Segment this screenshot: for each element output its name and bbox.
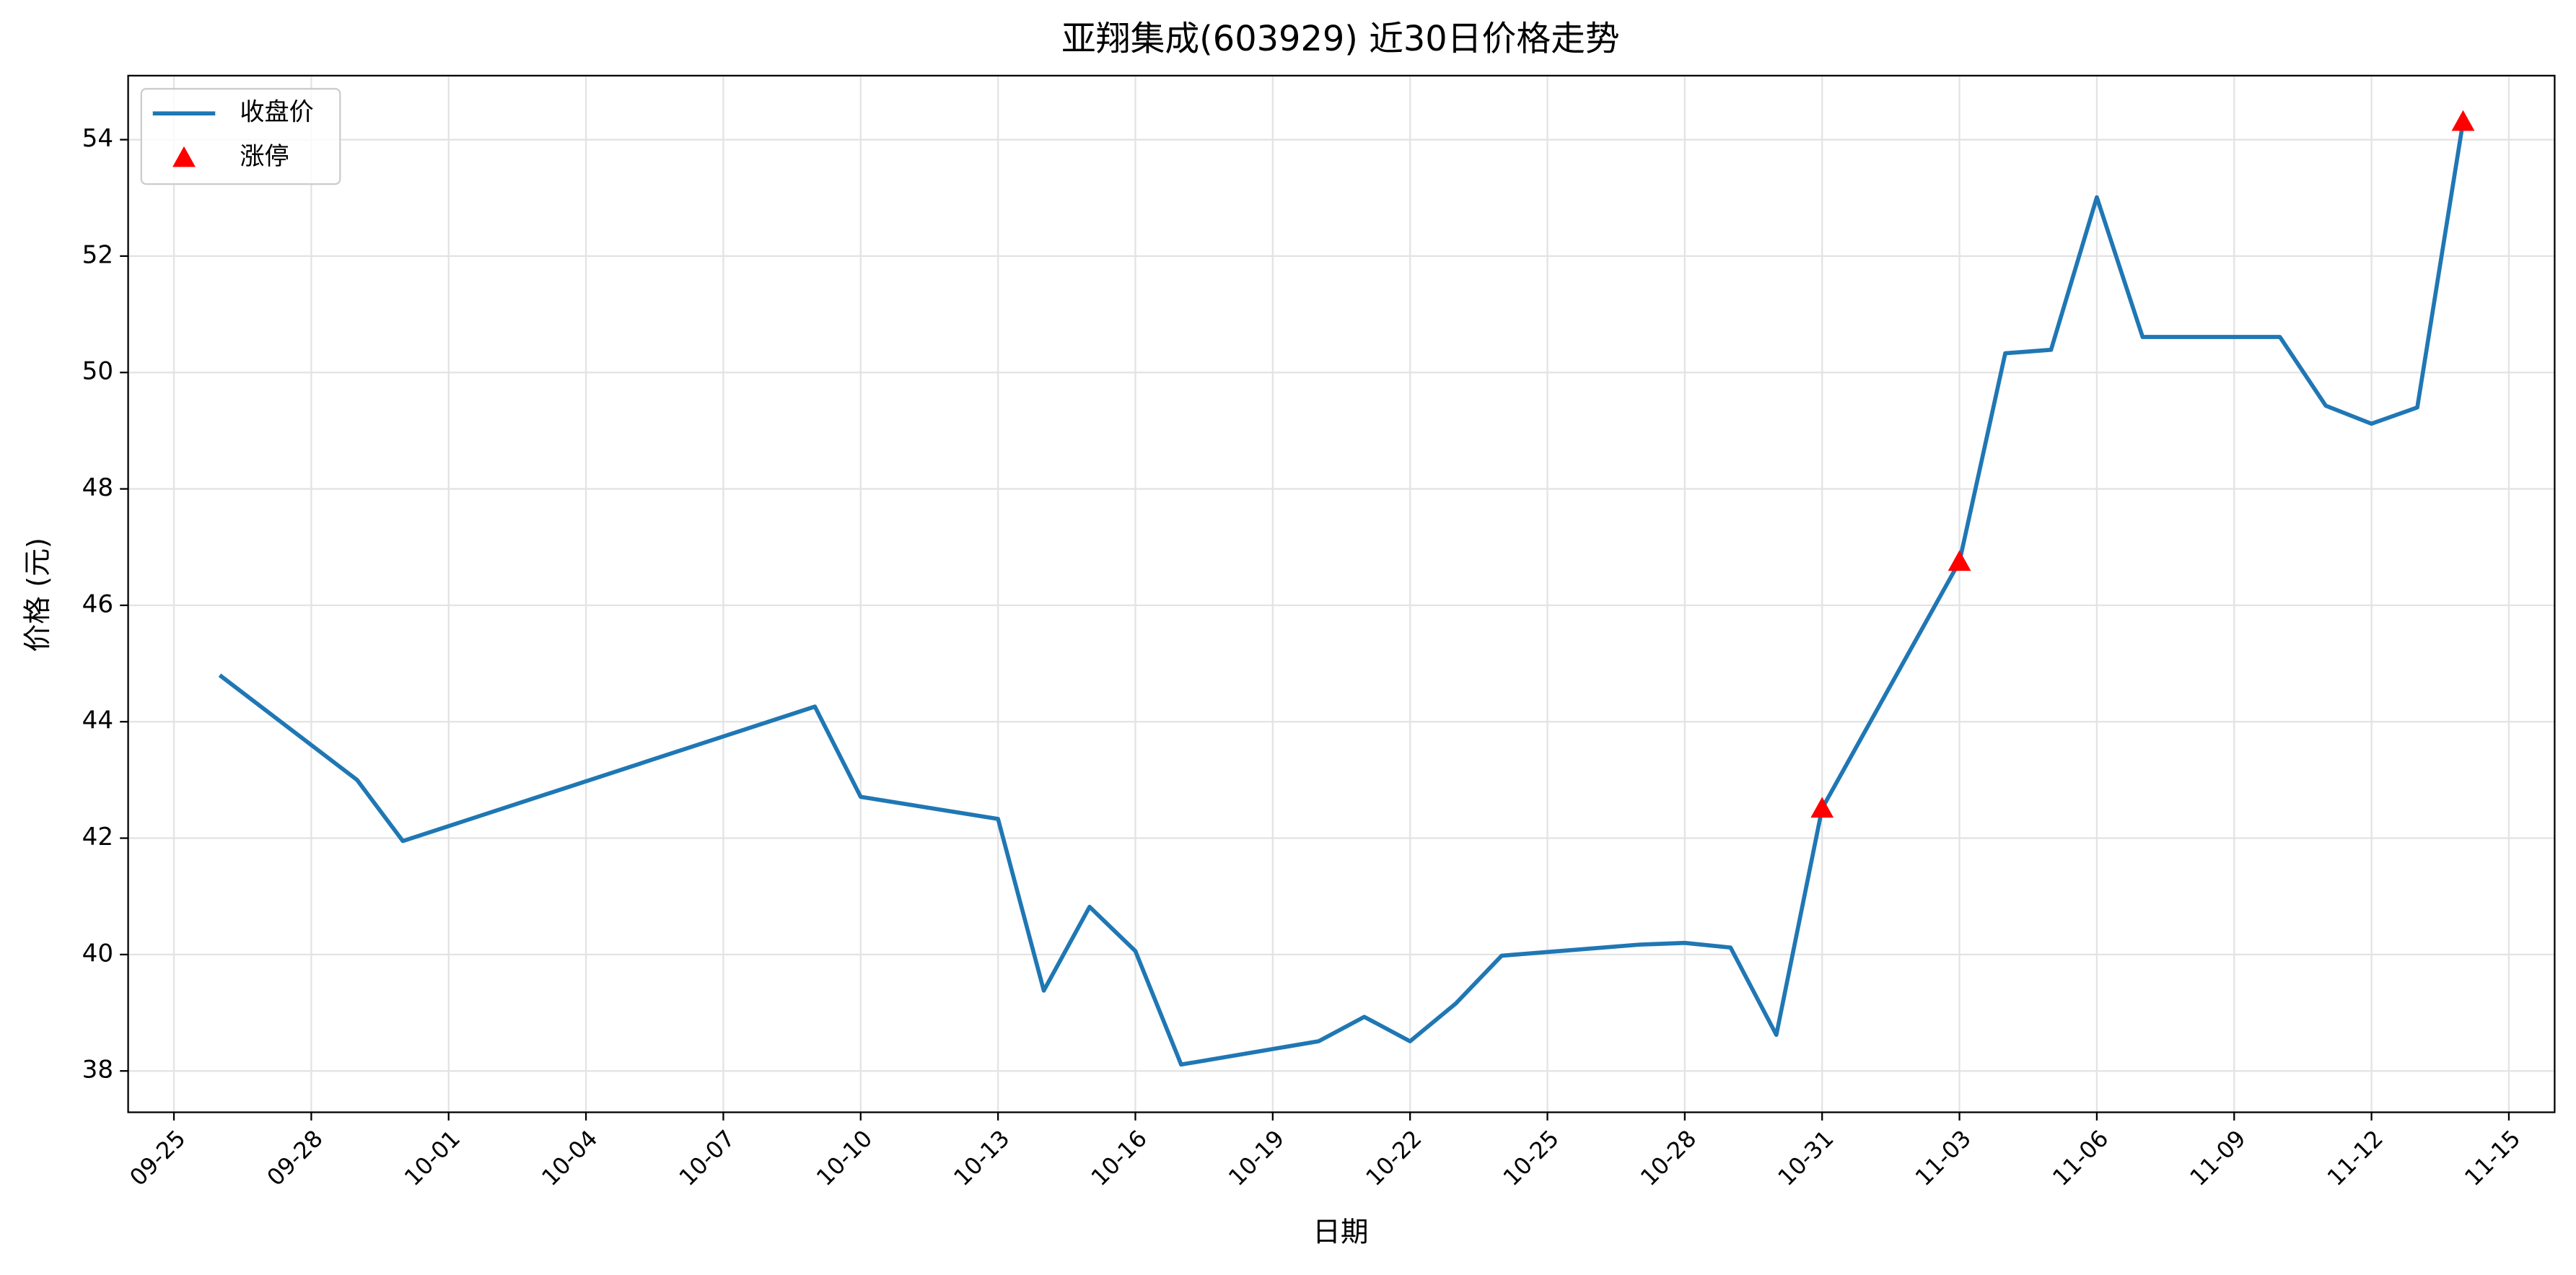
y-tick-label: 54 bbox=[82, 124, 113, 153]
y-tick-label: 50 bbox=[82, 357, 113, 386]
limit-up-marker bbox=[1948, 550, 1971, 571]
plot-frame bbox=[127, 74, 2556, 1113]
y-tick-label: 40 bbox=[82, 939, 113, 968]
y-tick-label: 38 bbox=[82, 1056, 113, 1085]
y-axis-label: 价格 (元) bbox=[22, 538, 54, 652]
legend-label: 收盘价 bbox=[240, 98, 313, 127]
limit-up-marker bbox=[2451, 110, 2475, 131]
y-tick-label: 52 bbox=[82, 240, 113, 269]
price-line bbox=[218, 121, 2466, 1067]
limit-up-marker bbox=[1810, 797, 1834, 818]
legend-swatch bbox=[172, 146, 196, 167]
y-tick-label: 46 bbox=[82, 590, 113, 618]
y-tick-label: 42 bbox=[82, 823, 113, 851]
y-tick-label: 48 bbox=[82, 473, 113, 502]
legend-label: 涨停 bbox=[240, 142, 289, 171]
x-axis-label: 日期 bbox=[1313, 1216, 1368, 1248]
chart-title: 亚翔集成(603929) 近30日价格走势 bbox=[1061, 19, 1620, 59]
y-tick-label: 44 bbox=[82, 706, 113, 735]
